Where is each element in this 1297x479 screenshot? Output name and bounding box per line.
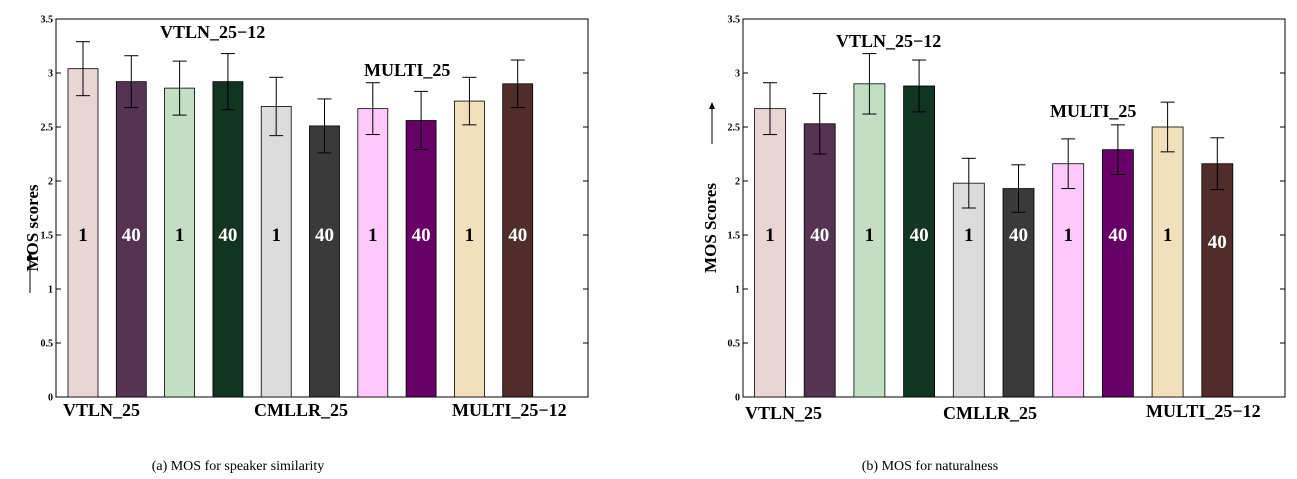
bar [67,68,99,398]
bar-data-label: 1 [78,225,88,246]
y-tick-label: 2.5 [41,123,54,134]
bar-data-label: 1 [1063,225,1073,246]
group-label: CMLLR_25 [254,400,348,420]
bar [853,83,886,398]
y-tick-label: 0 [735,393,740,404]
bar-data-label: 40 [910,225,929,246]
group-label: MULTI_25−12 [1146,401,1261,421]
bar-data-label: 40 [1009,225,1028,246]
group-label: VTLN_25−12 [160,22,265,42]
bar [212,81,244,398]
bar-data-label: 40 [122,225,141,246]
bar-data-label: 40 [508,225,527,246]
chart-caption: (b) MOS for naturalness [862,459,998,474]
bar [115,81,147,398]
bar-data-label: 1 [368,225,378,246]
bar-data-label: 1 [964,225,974,246]
y-axis-label: MOS Scores [701,183,720,273]
bar-data-label: 1 [465,225,475,246]
bar [754,108,786,398]
bar [1002,188,1035,398]
y-tick-label: 2 [735,177,740,188]
group-label: VTLN_25 [745,403,822,423]
bar [309,125,340,398]
bar [357,108,389,398]
y-tick-label: 3 [48,69,53,80]
group-label: MULTI_25 [364,60,450,80]
bar [803,123,836,398]
group-label: MULTI_25 [1050,101,1136,121]
bar-data-label: 40 [315,225,334,246]
bar-data-label: 1 [765,225,775,246]
y-tick-label: 0 [48,393,53,404]
y-tick-label: 1 [735,285,740,296]
bar [164,87,196,398]
bar-data-label: 1 [175,225,185,246]
bar-data-label: 40 [1208,232,1227,253]
bar [1151,126,1184,398]
bar-data-label: 40 [412,225,431,246]
bar [1052,163,1085,398]
bar [502,83,534,398]
y-tick-label: 2 [48,177,53,188]
bar-data-label: 40 [218,225,237,246]
y-tick-label: 2.5 [728,123,741,134]
bar [1201,163,1234,398]
y-axis-label: MOS scores [23,184,42,271]
y-tick-label: 3.5 [41,15,54,26]
group-label: VTLN_25 [63,400,140,420]
y-axis-arrowhead [27,252,33,259]
y-tick-label: 1 [48,285,53,296]
bar [405,120,437,398]
bar [952,182,985,398]
group-label: MULTI_25−12 [452,400,567,420]
y-tick-label: 1.5 [728,231,741,242]
bar [903,85,935,398]
group-label: CMLLR_25 [943,403,1037,423]
y-axis-arrowhead [709,102,715,109]
bar-data-label: 40 [810,225,829,246]
group-label: VTLN_25−12 [836,31,941,51]
y-tick-label: 0.5 [728,339,741,350]
bar-data-label: 1 [1163,225,1173,246]
bar [453,100,485,398]
bar-data-label: 1 [865,225,875,246]
bar [260,106,292,398]
bar-data-label: 40 [1108,225,1127,246]
bar-data-label: 1 [271,225,281,246]
y-tick-label: 0.5 [41,339,54,350]
y-tick-label: 1.5 [41,231,54,242]
y-tick-label: 3 [735,69,740,80]
y-tick-label: 3.5 [728,15,741,26]
chart-caption: (a) MOS for speaker similarity [152,459,325,474]
bar [1102,149,1134,398]
